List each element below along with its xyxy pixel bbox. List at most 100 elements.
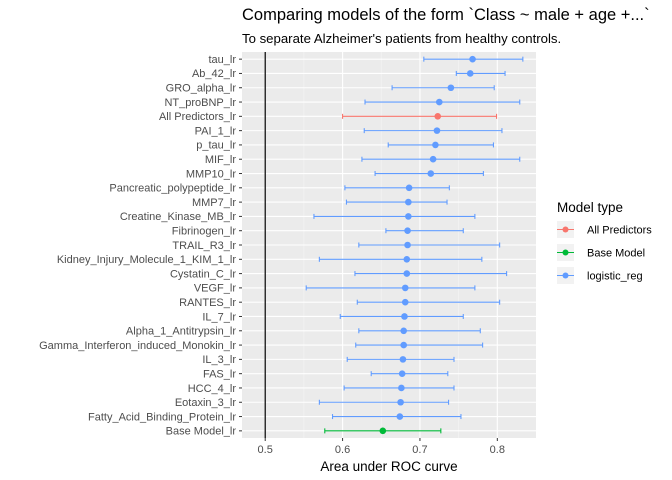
y-tick-label: Eotaxin_3_lr	[175, 397, 236, 409]
y-tick-label: HCC_4_lr	[188, 383, 237, 395]
error-bar-Alpha_1_Antitrypsin_lr	[358, 327, 481, 335]
legend-entry: All Predictors	[557, 221, 652, 238]
y-tick-label: Ab_42_lr	[192, 68, 236, 80]
point-estimate	[434, 113, 442, 120]
point-estimate	[398, 384, 405, 392]
error-bar-HCC_4_lr	[343, 384, 455, 392]
error-bar-NT_proBNP_lr	[364, 98, 521, 106]
y-tick-label: Gamma_Interferon_induced_Monokin_lr	[39, 340, 236, 352]
y-tick-label: Cystatin_C_lr	[170, 268, 236, 280]
legend-key-point	[562, 249, 569, 256]
point-estimate	[398, 370, 406, 377]
legend-label: All Predictors	[587, 225, 652, 237]
point-estimate	[405, 184, 413, 192]
error-bar-Cystatin_C_lr	[354, 270, 508, 277]
point-estimate	[435, 98, 443, 106]
y-tick-label: Base Model_lr	[166, 426, 237, 438]
point-estimate	[469, 55, 476, 63]
y-tick-label: FAS_lr	[203, 368, 236, 380]
error-bar-Base Model_lr	[324, 427, 442, 435]
point-estimate	[403, 270, 411, 277]
y-tick-label: MMP10_lr	[186, 168, 236, 180]
error-bar-GRO_alpha_lr	[391, 84, 495, 92]
chart-subtitle: To separate Alzheimer's patients from he…	[242, 31, 561, 46]
point-estimate	[432, 141, 439, 149]
error-bar-MMP10_lr	[374, 170, 484, 177]
y-tick-label: Creatine_Kinase_MB_lr	[120, 211, 237, 223]
point-estimate	[433, 127, 441, 134]
error-bar-PAI_1_lr	[363, 127, 503, 134]
x-tick-labels: 0.5 0.6 0.7 0.8	[258, 438, 505, 456]
error-bar-MMP7_lr	[345, 198, 448, 206]
error-bar-Fatty_Acid_Binding_Protein_lr	[331, 413, 462, 420]
error-bar-tau_lr	[423, 55, 524, 63]
legend: Model type All Predictors Base Model logis…	[557, 200, 652, 284]
y-tick-label: IL_3_lr	[202, 354, 236, 366]
point-estimate	[427, 170, 435, 177]
error-bar-Ab_42_lr	[455, 70, 506, 77]
data-marks	[305, 55, 524, 435]
error-bar-All Predictors_lr	[342, 113, 498, 120]
point-estimate	[396, 413, 404, 420]
y-tick-label: tau_lr	[208, 54, 236, 66]
x-tick-label: 0.8	[490, 444, 505, 456]
error-bar-Pancreatic_polypeptide_lr	[344, 184, 450, 192]
y-tick-label: MMP7_lr	[192, 197, 236, 209]
legend-label: logistic_reg	[587, 271, 643, 283]
y-tick-label: Alpha_1_Antitrypsin_lr	[126, 326, 236, 338]
y-tick-label: Fatty_Acid_Binding_Protein_lr	[88, 411, 236, 423]
x-axis-label: Area under ROC curve	[320, 459, 457, 474]
y-tick-label: VEGF_lr	[194, 283, 237, 295]
point-estimate	[405, 213, 412, 220]
error-bar-MIF_lr	[361, 155, 521, 163]
legend-key-point	[562, 226, 569, 233]
point-estimate	[401, 313, 408, 320]
legend-title: Model type	[557, 200, 623, 215]
point-estimate	[405, 198, 412, 206]
point-estimate	[400, 327, 408, 335]
error-bar-p_tau_lr	[387, 141, 494, 149]
legend-entry: Base Model	[557, 244, 645, 261]
point-estimate	[379, 427, 387, 435]
error-bar-IL_3_lr	[346, 356, 455, 363]
y-tick-label: p_tau_lr	[196, 140, 236, 152]
point-estimate	[401, 284, 409, 292]
legend-entry: logistic_reg	[557, 267, 643, 284]
y-tick-label: MIF_lr	[205, 154, 237, 166]
chart-title: Comparing models of the form `Class ~ ma…	[242, 6, 650, 24]
point-estimate	[466, 70, 474, 77]
x-tick-label: 0.7	[412, 444, 427, 456]
error-bar-Creatine_Kinase_MB_lr	[313, 213, 476, 220]
point-estimate	[403, 255, 411, 263]
y-tick-label: All Predictors_lr	[159, 111, 236, 123]
y-tick-label: GRO_alpha_lr	[166, 83, 237, 95]
error-bar-IL_7_lr	[339, 313, 464, 320]
error-bar-TRAIL_R3_lr	[358, 241, 501, 249]
point-estimate	[447, 84, 455, 92]
error-bar-Eotaxin_3_lr	[318, 398, 450, 406]
error-bar-Gamma_Interferon_induced_Monokin_lr	[355, 341, 484, 349]
y-tick-label: IL_7_lr	[202, 311, 236, 323]
y-tick-label: RANTES_lr	[179, 297, 236, 309]
y-tick-label: Fibrinogen_lr	[172, 226, 237, 238]
point-estimate	[399, 356, 407, 363]
error-bar-Kidney_Injury_Molecule_1_KIM_1_lr	[318, 255, 483, 263]
y-tick-label: TRAIL_R3_lr	[172, 240, 236, 252]
error-bar-RANTES_lr	[356, 298, 501, 306]
y-tick-label: NT_proBNP_lr	[164, 97, 236, 109]
error-bar-VEGF_lr	[305, 284, 476, 292]
x-tick-label: 0.6	[335, 444, 350, 456]
point-estimate	[404, 241, 411, 249]
point-estimate	[397, 398, 404, 406]
y-tick-label: Pancreatic_polypeptide_lr	[109, 183, 236, 195]
y-tick-label: Kidney_Injury_Molecule_1_KIM_1_lr	[57, 254, 236, 266]
legend-key-point	[562, 272, 569, 279]
y-tick-labels: tau_lr Ab_42_lr GRO_alpha_lr NT_proBNP_lr Al…	[39, 54, 242, 438]
y-tick-label: PAI_1_lr	[195, 125, 237, 137]
point-estimate	[401, 298, 409, 306]
legend-label: Base Model	[587, 248, 645, 260]
point-estimate	[429, 155, 437, 163]
point-estimate	[404, 227, 411, 235]
error-bar-FAS_lr	[370, 370, 449, 377]
